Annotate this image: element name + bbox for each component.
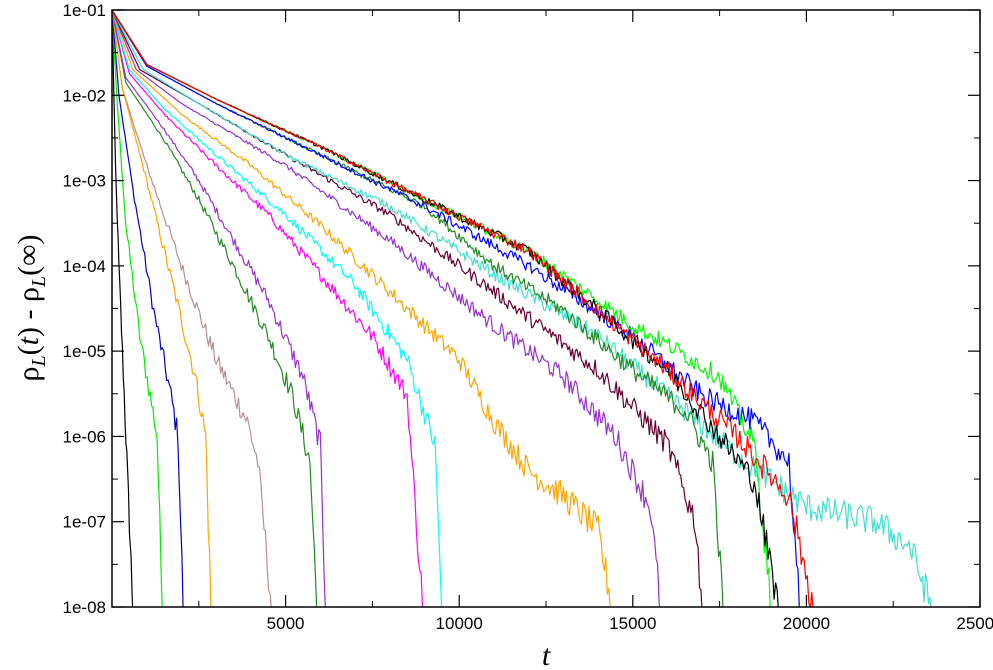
y-axis-title-paren: ( [12, 345, 45, 355]
series-line-18 [112, 10, 814, 607]
y-tick-label: 1e-06 [63, 427, 106, 446]
y-tick-label: 1e-04 [63, 257, 106, 276]
ticks-layer: 5000 10000 15000 20000 25000 1e-01 1e-02 1e-03 1… [63, 1, 993, 633]
y-axis-title-infinity: (∞) [12, 235, 45, 276]
y-tick-label: 1e-07 [63, 513, 106, 532]
y-axis-title-minus-rho: ) - ρ [12, 287, 45, 337]
y-axis-title-sub-2: L [28, 276, 50, 288]
series-line-6 [112, 10, 318, 607]
y-axis-title: ρL(t) - ρL(∞) [12, 235, 50, 382]
y-tick-label: 1e-02 [63, 86, 106, 105]
y-tick-label: 1e-01 [63, 1, 106, 20]
series-line-5 [112, 10, 212, 607]
series-line-1 [112, 10, 134, 607]
series-line-4 [112, 10, 272, 607]
series-line-7 [112, 10, 326, 607]
series-line-2 [112, 10, 163, 607]
x-tick-label: 20000 [783, 614, 830, 633]
series-line-11 [112, 10, 661, 607]
series-line-8 [112, 10, 424, 607]
x-tick-label: 10000 [436, 614, 483, 633]
x-tick-label: 15000 [609, 614, 656, 633]
x-tick-label: 5000 [267, 614, 305, 633]
series-line-15 [112, 10, 800, 607]
series-line-3 [112, 10, 184, 607]
y-tick-label: 1e-05 [63, 342, 106, 361]
y-axis-title-sub-1: L [28, 355, 50, 367]
series-line-9 [112, 10, 443, 607]
y-tick-label: 1e-03 [63, 172, 106, 191]
series-layer [112, 10, 932, 607]
series-line-13 [112, 10, 932, 607]
y-axis-title-t: t [12, 336, 45, 345]
series-line-10 [112, 10, 611, 607]
x-tick-label: 25000 [956, 614, 993, 633]
x-axis-title: t [542, 639, 551, 670]
y-tick-label: 1e-08 [63, 598, 106, 617]
y-axis-title-rho: ρ [12, 366, 45, 381]
